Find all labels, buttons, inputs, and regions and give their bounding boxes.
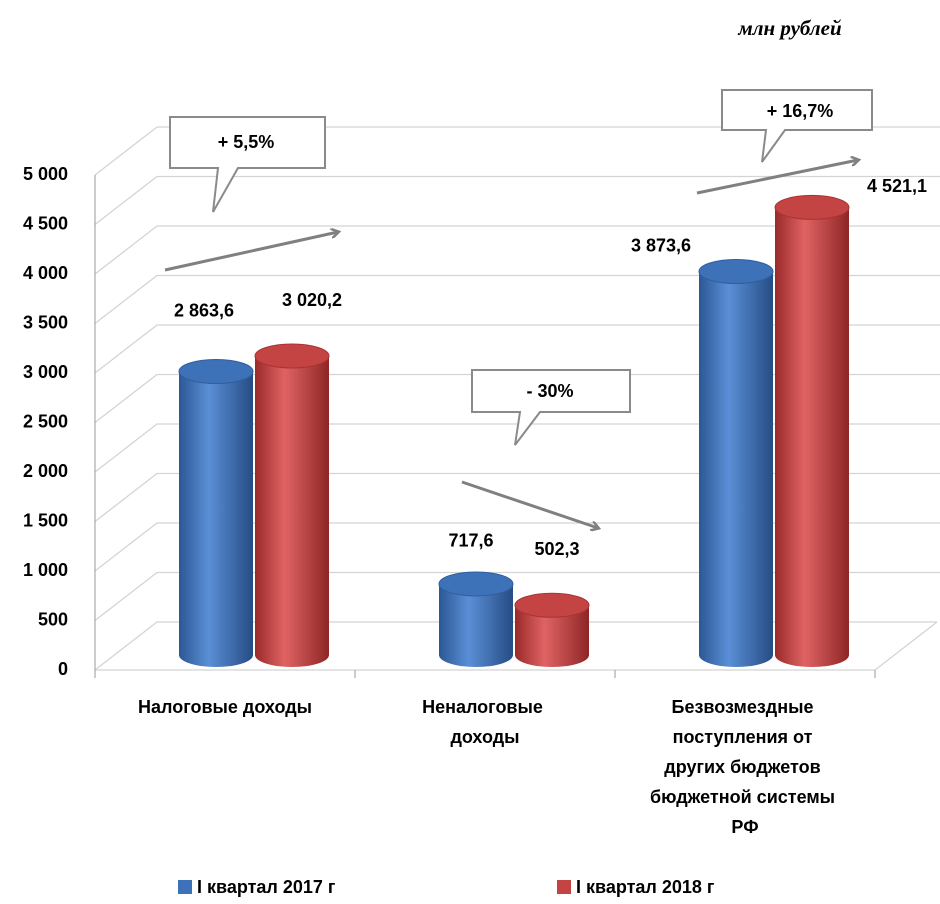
grid-line [94,423,940,473]
y-tick-label: 500 [38,609,68,629]
grid-line [94,571,940,622]
y-tick-label: 3 000 [23,362,68,382]
y-tick-label: 4 000 [23,263,68,283]
y-tick-label: 0 [58,659,68,679]
legend-swatch [557,880,571,894]
callout: + 16,7% [696,89,873,195]
y-tick-label: 2 500 [23,411,68,431]
bar-top [698,259,774,285]
bar-top [178,359,254,385]
bar-top [514,592,590,618]
arrow [696,160,858,195]
plot: Налоговые доходы Неналоговые доходы Безвоз… [138,176,927,837]
bar [515,605,589,667]
data-label: 3 873,6 [631,235,691,255]
legend-swatch [178,880,192,894]
bar-top [774,194,850,220]
x-tick-label: Безвозмездные поступления от других бюдж… [650,697,840,837]
grid-line [94,274,940,325]
grid-line [94,373,940,424]
x-tick-label: Неналоговые доходы [422,697,548,747]
callout-box [169,116,326,213]
y-tick-label: 1 000 [23,560,68,580]
grid-line [94,175,940,226]
grid-line [94,126,940,176]
data-label: 2 863,6 [174,300,234,320]
subtitle: млн рублей [737,16,841,40]
callout: - 30% [461,369,631,528]
legend-label: I квартал 2018 г [576,877,715,897]
grid-line [94,472,940,523]
y-tick-label: 5 000 [23,164,68,184]
y-tick-label: 2 000 [23,461,68,481]
bar [699,271,773,667]
annotation: + 5,5% [218,132,275,152]
y-tick-label: 4 500 [23,213,68,233]
data-label: 717,6 [448,531,493,551]
callout-box [471,369,631,446]
bar [179,371,253,667]
bar-top [254,343,330,369]
x-tick-label: Налоговые доходы [138,697,312,717]
data-label: 4 521,1 [867,176,927,196]
legend: I квартал 2017 г I квартал 2018 г [178,877,715,897]
bar [439,583,513,667]
annotation: + 16,7% [767,101,834,121]
data-label: 3 020,2 [282,290,342,310]
arrow [164,232,338,272]
bar [775,207,849,667]
y-tick-label: 3 500 [23,312,68,332]
grid-line [94,324,940,374]
y-tick-label: 1 500 [23,510,68,530]
bar-top [438,571,514,597]
grid-line [94,522,940,572]
arrow [461,480,598,528]
grid: 0 500 1 000 1 500 2 000 2 500 3 000 3 500 4 000 4… [23,126,940,679]
bar [255,356,329,667]
legend-label: I квартал 2017 г [197,877,336,897]
annotation: - 30% [526,381,573,401]
data-label: 502,3 [534,539,579,559]
callout: + 5,5% [164,116,338,272]
grid-line [94,225,940,275]
callout-box [721,89,873,163]
